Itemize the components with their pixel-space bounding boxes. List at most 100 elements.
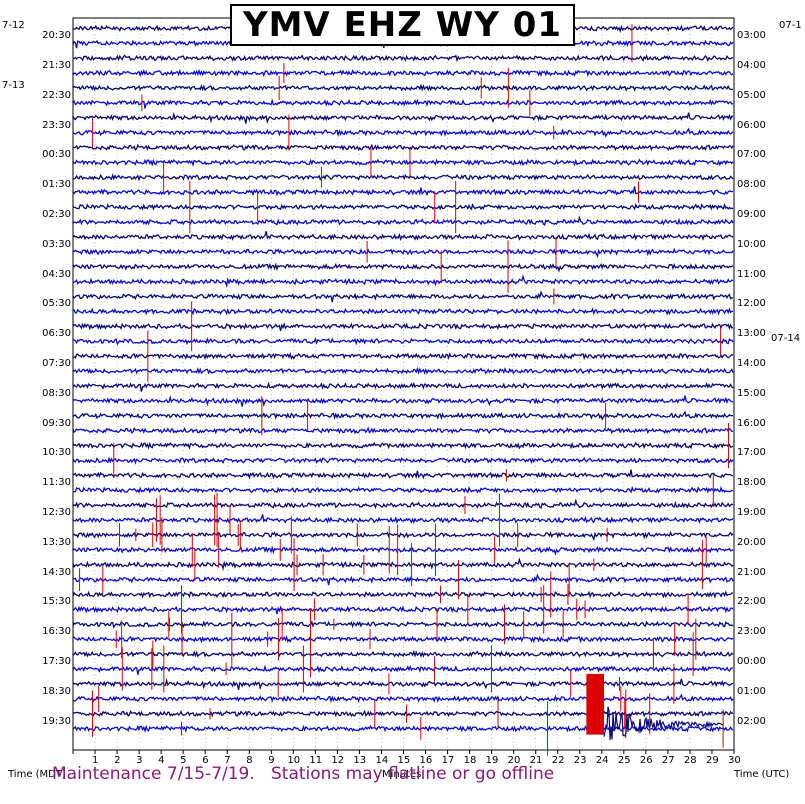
left-time-label: 04:30 [42, 268, 71, 280]
chart-title: YMV EHZ WY 01 [230, 4, 575, 46]
left-time-label: 15:30 [42, 596, 71, 608]
trace-row [72, 98, 734, 109]
earthquake-event [586, 673, 724, 740]
right-time-label: 21:00 [737, 566, 766, 578]
trace-row [72, 111, 734, 124]
right-time-label: 10:00 [737, 238, 766, 250]
trace-row [72, 68, 734, 78]
right-time-label: 13:00 [737, 328, 766, 340]
seismic-traces [72, 24, 734, 734]
x-tick-label: 21 [529, 755, 543, 766]
right-time-label: 15:00 [737, 387, 766, 399]
right-date-label: 07-14 [771, 333, 801, 345]
trace-row [72, 143, 734, 152]
trace-row [72, 247, 734, 259]
trace-row [72, 664, 734, 675]
trace-row [72, 215, 734, 227]
left-time-label: 00:30 [42, 149, 71, 161]
x-tick-label: 12 [331, 755, 345, 766]
x-tick-label: 14 [375, 755, 389, 766]
trace-row [72, 498, 734, 510]
trace-row [72, 635, 734, 644]
right-time-label: 02:00 [737, 715, 766, 727]
x-tick-label: 8 [246, 755, 253, 766]
left-time-label: 05:30 [42, 298, 71, 310]
trace-row [72, 469, 734, 480]
trace-row [72, 557, 734, 572]
right-time-label: 07:00 [737, 149, 766, 161]
left-time-label: 03:30 [42, 238, 71, 250]
trace-row [72, 381, 734, 392]
trace-row [72, 485, 734, 494]
right-date-label: 07-1 [779, 20, 802, 32]
x-tick-label: 1 [92, 755, 99, 766]
x-tick-label: 20 [507, 755, 521, 766]
right-time-label: 08:00 [737, 179, 766, 191]
left-time-label: 10:30 [42, 447, 71, 459]
x-tick-label: 22 [551, 755, 565, 766]
left-time-label: 18:30 [42, 685, 71, 697]
trace-row [72, 173, 734, 182]
right-time-label: 18:00 [737, 477, 766, 489]
x-tick-label: 28 [683, 755, 697, 766]
left-time-label: 20:30 [42, 30, 71, 42]
x-tick-label: 15 [397, 755, 411, 766]
left-time-label: 01:30 [42, 179, 71, 191]
left-time-label: 12:30 [42, 507, 71, 518]
left-time-label: 22:30 [42, 89, 71, 101]
left-date-label: 7-12 [2, 20, 25, 32]
maintenance-notice: Maintenance 7/15-7/19. Stations may flat… [52, 764, 555, 784]
left-axis-label: Time (MDT) [8, 769, 66, 780]
x-tick-label: 23 [573, 755, 587, 766]
trace-row [72, 158, 734, 167]
x-tick-label: 7 [224, 755, 231, 766]
right-time-label: 04:00 [737, 60, 766, 71]
left-time-label: 11:30 [42, 477, 71, 489]
left-time-label: 07:30 [42, 358, 71, 369]
trace-row [72, 186, 734, 197]
right-time-label: 03:00 [737, 30, 766, 42]
left-date-label: 7-13 [2, 79, 25, 91]
left-time-label: 21:30 [42, 60, 71, 71]
trace-row [72, 351, 734, 361]
x-tick-label: 18 [463, 755, 477, 766]
x-tick-label: 25 [617, 755, 631, 766]
x-tick-label: 19 [485, 755, 499, 766]
left-time-label: 08:30 [42, 387, 71, 399]
right-time-label: 20:00 [737, 536, 766, 548]
left-time-label: 23:30 [42, 119, 71, 131]
trace-row [72, 441, 734, 450]
x-tick-label: 16 [419, 755, 433, 766]
trace-row [72, 590, 734, 599]
trace-row [72, 290, 733, 303]
trace-row [72, 709, 734, 718]
right-time-label: 17:00 [737, 447, 766, 459]
left-time-label: 14:30 [42, 566, 71, 578]
x-tick-label: 17 [441, 755, 455, 766]
left-time-label: 17:30 [42, 656, 71, 667]
trace-row [72, 456, 734, 465]
trace-row [72, 83, 733, 92]
trace-row [72, 337, 734, 346]
clipped-spikes [79, 24, 729, 756]
x-tick-label: 9 [268, 755, 275, 766]
x-tick-label: 3 [136, 755, 143, 766]
trace-row [72, 545, 734, 556]
trace-row [72, 127, 734, 138]
trace-row [72, 394, 734, 408]
trace-row [72, 693, 734, 704]
trace-row [72, 262, 734, 273]
trace-row [72, 231, 734, 242]
right-time-label: 19:00 [737, 507, 766, 518]
x-tick-label: 10 [287, 755, 301, 766]
trace-row [72, 322, 734, 332]
right-time-label: 14:00 [737, 358, 766, 369]
right-time-label: 16:00 [737, 417, 766, 429]
right-time-label: 01:00 [737, 685, 766, 697]
plot-background [73, 18, 734, 750]
trace-row [72, 677, 734, 691]
trace-row [72, 514, 734, 525]
left-time-label: 06:30 [42, 328, 71, 340]
x-axis-ticks [72, 750, 735, 754]
